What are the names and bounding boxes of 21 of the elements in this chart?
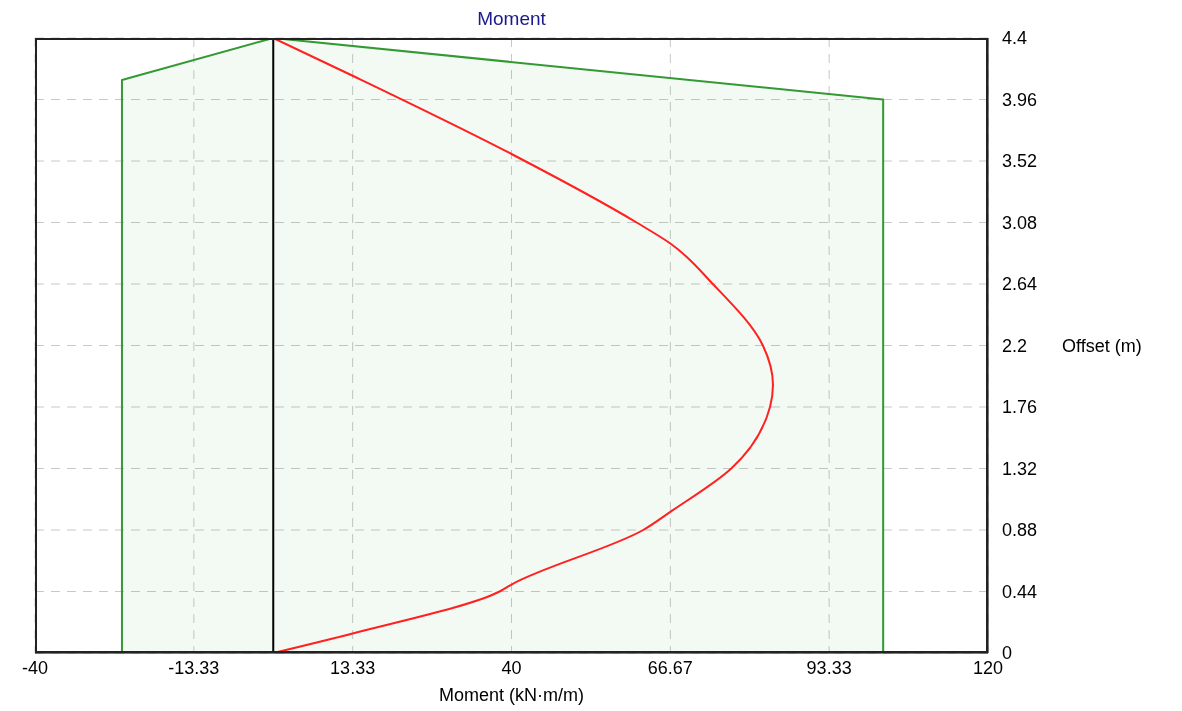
x-tick-label: 40 [501,657,522,678]
y-tick-label: 1.32 [1002,458,1038,479]
x-tick-label: 66.67 [647,657,693,678]
x-tick-label: -40 [21,657,49,678]
x-tick-label: 120 [972,657,1004,678]
y-tick-label: 3.96 [1002,89,1038,110]
y-tick-label: 0.44 [1002,581,1038,602]
x-tick-label: 93.33 [806,657,852,678]
y-tick-label: 2.64 [1002,274,1038,295]
x-tick-label: -13.33 [168,657,220,678]
y-tick-label: 2.2 [1002,335,1028,356]
y-tick-label: 1.76 [1002,397,1038,418]
y-tick-label: 3.52 [1002,151,1038,172]
y-tick-label: 4.4 [1002,28,1028,49]
y-tick-label: 0 [1002,643,1013,664]
chart-title: Moment [476,8,547,30]
y-tick-label: 0.88 [1002,520,1038,541]
y-axis-title: Offset (m) [1062,335,1142,356]
x-axis-title: Moment (kN·m/m) [439,685,584,705]
x-tick-label: 13.33 [330,657,376,678]
y-tick-label: 3.08 [1002,212,1038,233]
